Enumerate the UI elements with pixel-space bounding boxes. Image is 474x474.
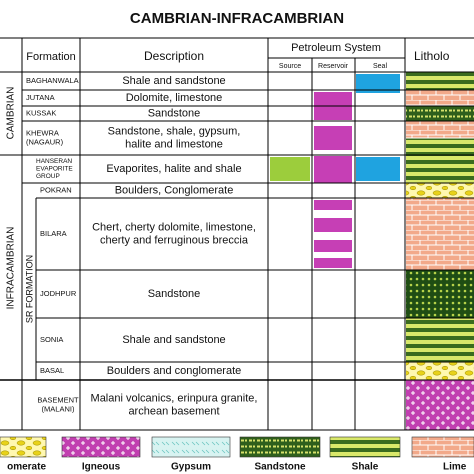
formation-name: BILARA [40, 229, 67, 238]
header-source: Source [279, 63, 301, 70]
title: CAMBRIAN-INFRACAMBRIAN [130, 10, 344, 27]
legend-label: omerate [7, 462, 46, 473]
reservoir-block [314, 92, 352, 183]
header-reservoir: Reservoir [318, 63, 349, 70]
lithology-fill [406, 138, 474, 155]
legend-label: Lime [443, 462, 467, 473]
formation-name: BAGHANWALA [26, 76, 79, 85]
header-seal: Seal [373, 63, 387, 70]
lithology-fill [406, 155, 474, 183]
lithology-fill [406, 106, 474, 121]
description: halite and limestone [125, 138, 223, 150]
reservoir-gap [314, 252, 352, 258]
legend-label: Sandstone [254, 462, 306, 473]
description: cherty and ferruginous breccia [100, 234, 249, 246]
header-description: Description [144, 49, 204, 63]
lithology-fill [406, 380, 474, 430]
description: Chert, cherty dolomite, limestone, [92, 221, 256, 233]
legend-label: Shale [352, 462, 379, 473]
lithology-fill [406, 362, 474, 380]
formation-name: SONIA [40, 335, 63, 344]
header-formation: Formation [26, 51, 76, 63]
reservoir-gap [314, 232, 352, 240]
legend-swatch [239, 436, 321, 458]
lithology-fill [406, 121, 474, 138]
formation-name: (NAGAUR) [26, 137, 64, 146]
lithology-fill [406, 270, 474, 318]
formation-name: POKRAN [40, 185, 72, 194]
formation-name: KUSSAK [26, 108, 56, 117]
description: Evaporites, halite and shale [106, 163, 241, 175]
reservoir-gap [314, 150, 352, 156]
lithology-fill [406, 90, 474, 106]
formation-name: KHEWRA [26, 129, 59, 138]
formation-name: JODHPUR [40, 289, 77, 298]
lithology-fill [406, 72, 474, 90]
formation-name: HANSERAN [36, 158, 72, 165]
sr-formation: SR FORMATION [24, 255, 34, 323]
description: Boulders, Conglomerate [115, 184, 234, 196]
legend-swatch [329, 436, 401, 458]
era-infracambrian: INFRACAMBRIAN [6, 227, 17, 310]
legend-label: Gypsum [171, 462, 211, 473]
legend-swatch [151, 436, 231, 458]
description: archean basement [128, 405, 219, 417]
description: Sandstone [148, 107, 201, 119]
source-block [270, 157, 310, 181]
formation-name: EVAPORITE [36, 166, 73, 173]
description: Boulders and conglomerate [107, 365, 242, 377]
description: Sandstone, shale, gypsum, [108, 125, 241, 137]
formation-name: JUTANA [26, 93, 55, 102]
legend-swatch [0, 436, 47, 458]
formation-name: (MALANI) [42, 404, 75, 413]
description: Sandstone [148, 288, 201, 300]
seal-block [356, 157, 400, 181]
formation-name: BASEMENT [37, 396, 79, 405]
header-petroleum: Petroleum System [291, 42, 381, 54]
legend-swatch [411, 436, 474, 458]
reservoir-gap [314, 120, 352, 126]
legend-label: Igneous [82, 462, 121, 473]
description: Dolomite, limestone [126, 92, 223, 104]
description: Shale and sandstone [122, 75, 225, 87]
legend-swatch [61, 436, 141, 458]
header-lithology: Litholo [414, 49, 450, 63]
era-cambrian: CAMBRIAN [6, 87, 17, 140]
seal-block [356, 74, 400, 93]
formation-name: GROUP [36, 173, 60, 180]
lithology-fill [406, 183, 474, 198]
lithology-fill [406, 318, 474, 362]
description: Shale and sandstone [122, 334, 225, 346]
description: Malani volcanics, erinpura granite, [91, 392, 258, 404]
reservoir-gap [314, 210, 352, 218]
lithology-fill [406, 198, 474, 270]
formation-name: BASAL [40, 366, 64, 375]
